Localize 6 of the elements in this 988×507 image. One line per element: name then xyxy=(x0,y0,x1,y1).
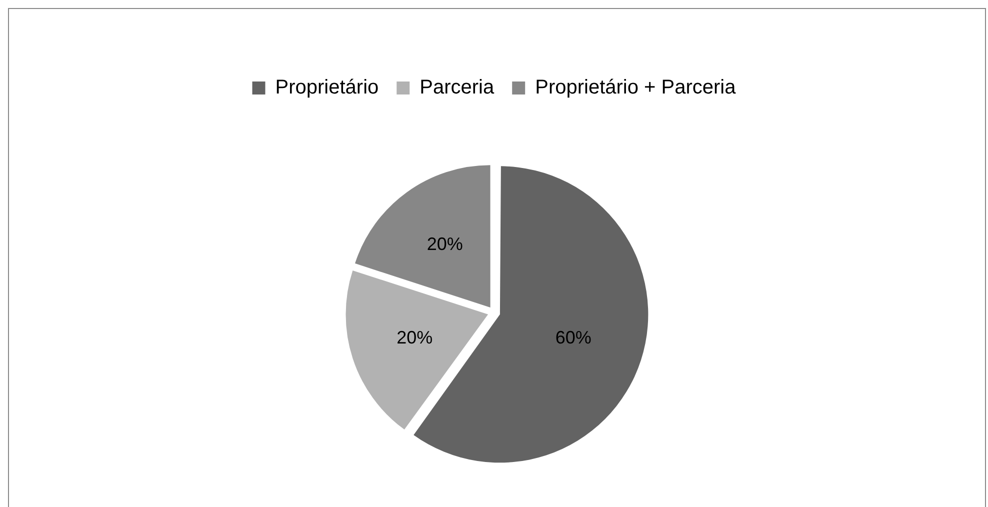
data-label: 60% xyxy=(555,327,592,348)
legend-label: Proprietário + Parceria xyxy=(535,76,737,99)
data-label: 20% xyxy=(426,234,463,254)
legend-label: Parceria xyxy=(420,76,495,99)
legend-label: Proprietário xyxy=(275,76,379,99)
data-label: 20% xyxy=(396,327,433,348)
